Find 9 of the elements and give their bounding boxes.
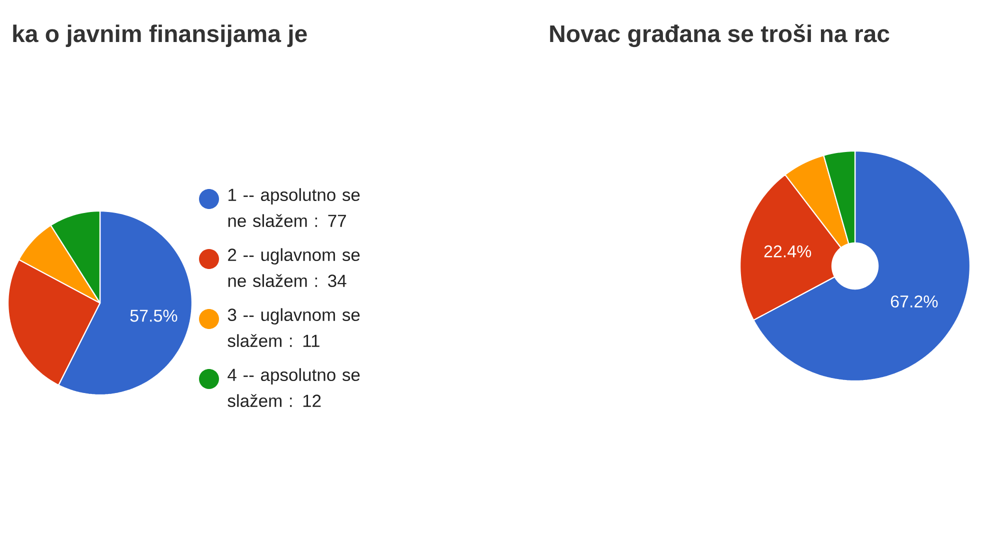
legend-label: 2 -- uglavnom se ne slažem : 34	[228, 248, 360, 288]
legend-label: 4 -- apsolutno se slažem : 12	[228, 368, 360, 408]
legend-label: 1 -- apsolutno se ne slažem : 77	[228, 188, 360, 228]
chart-title: Novac građana se troši na rac	[550, 24, 890, 48]
legend-label: 3 -- uglavnom se slažem : 11	[228, 308, 360, 348]
data-label: 67.2%	[890, 295, 938, 308]
data-label: 22.4%	[764, 245, 812, 258]
chart-title: ka o javnim finansijama je	[13, 24, 307, 47]
data-label: 57.5%	[130, 310, 178, 322]
